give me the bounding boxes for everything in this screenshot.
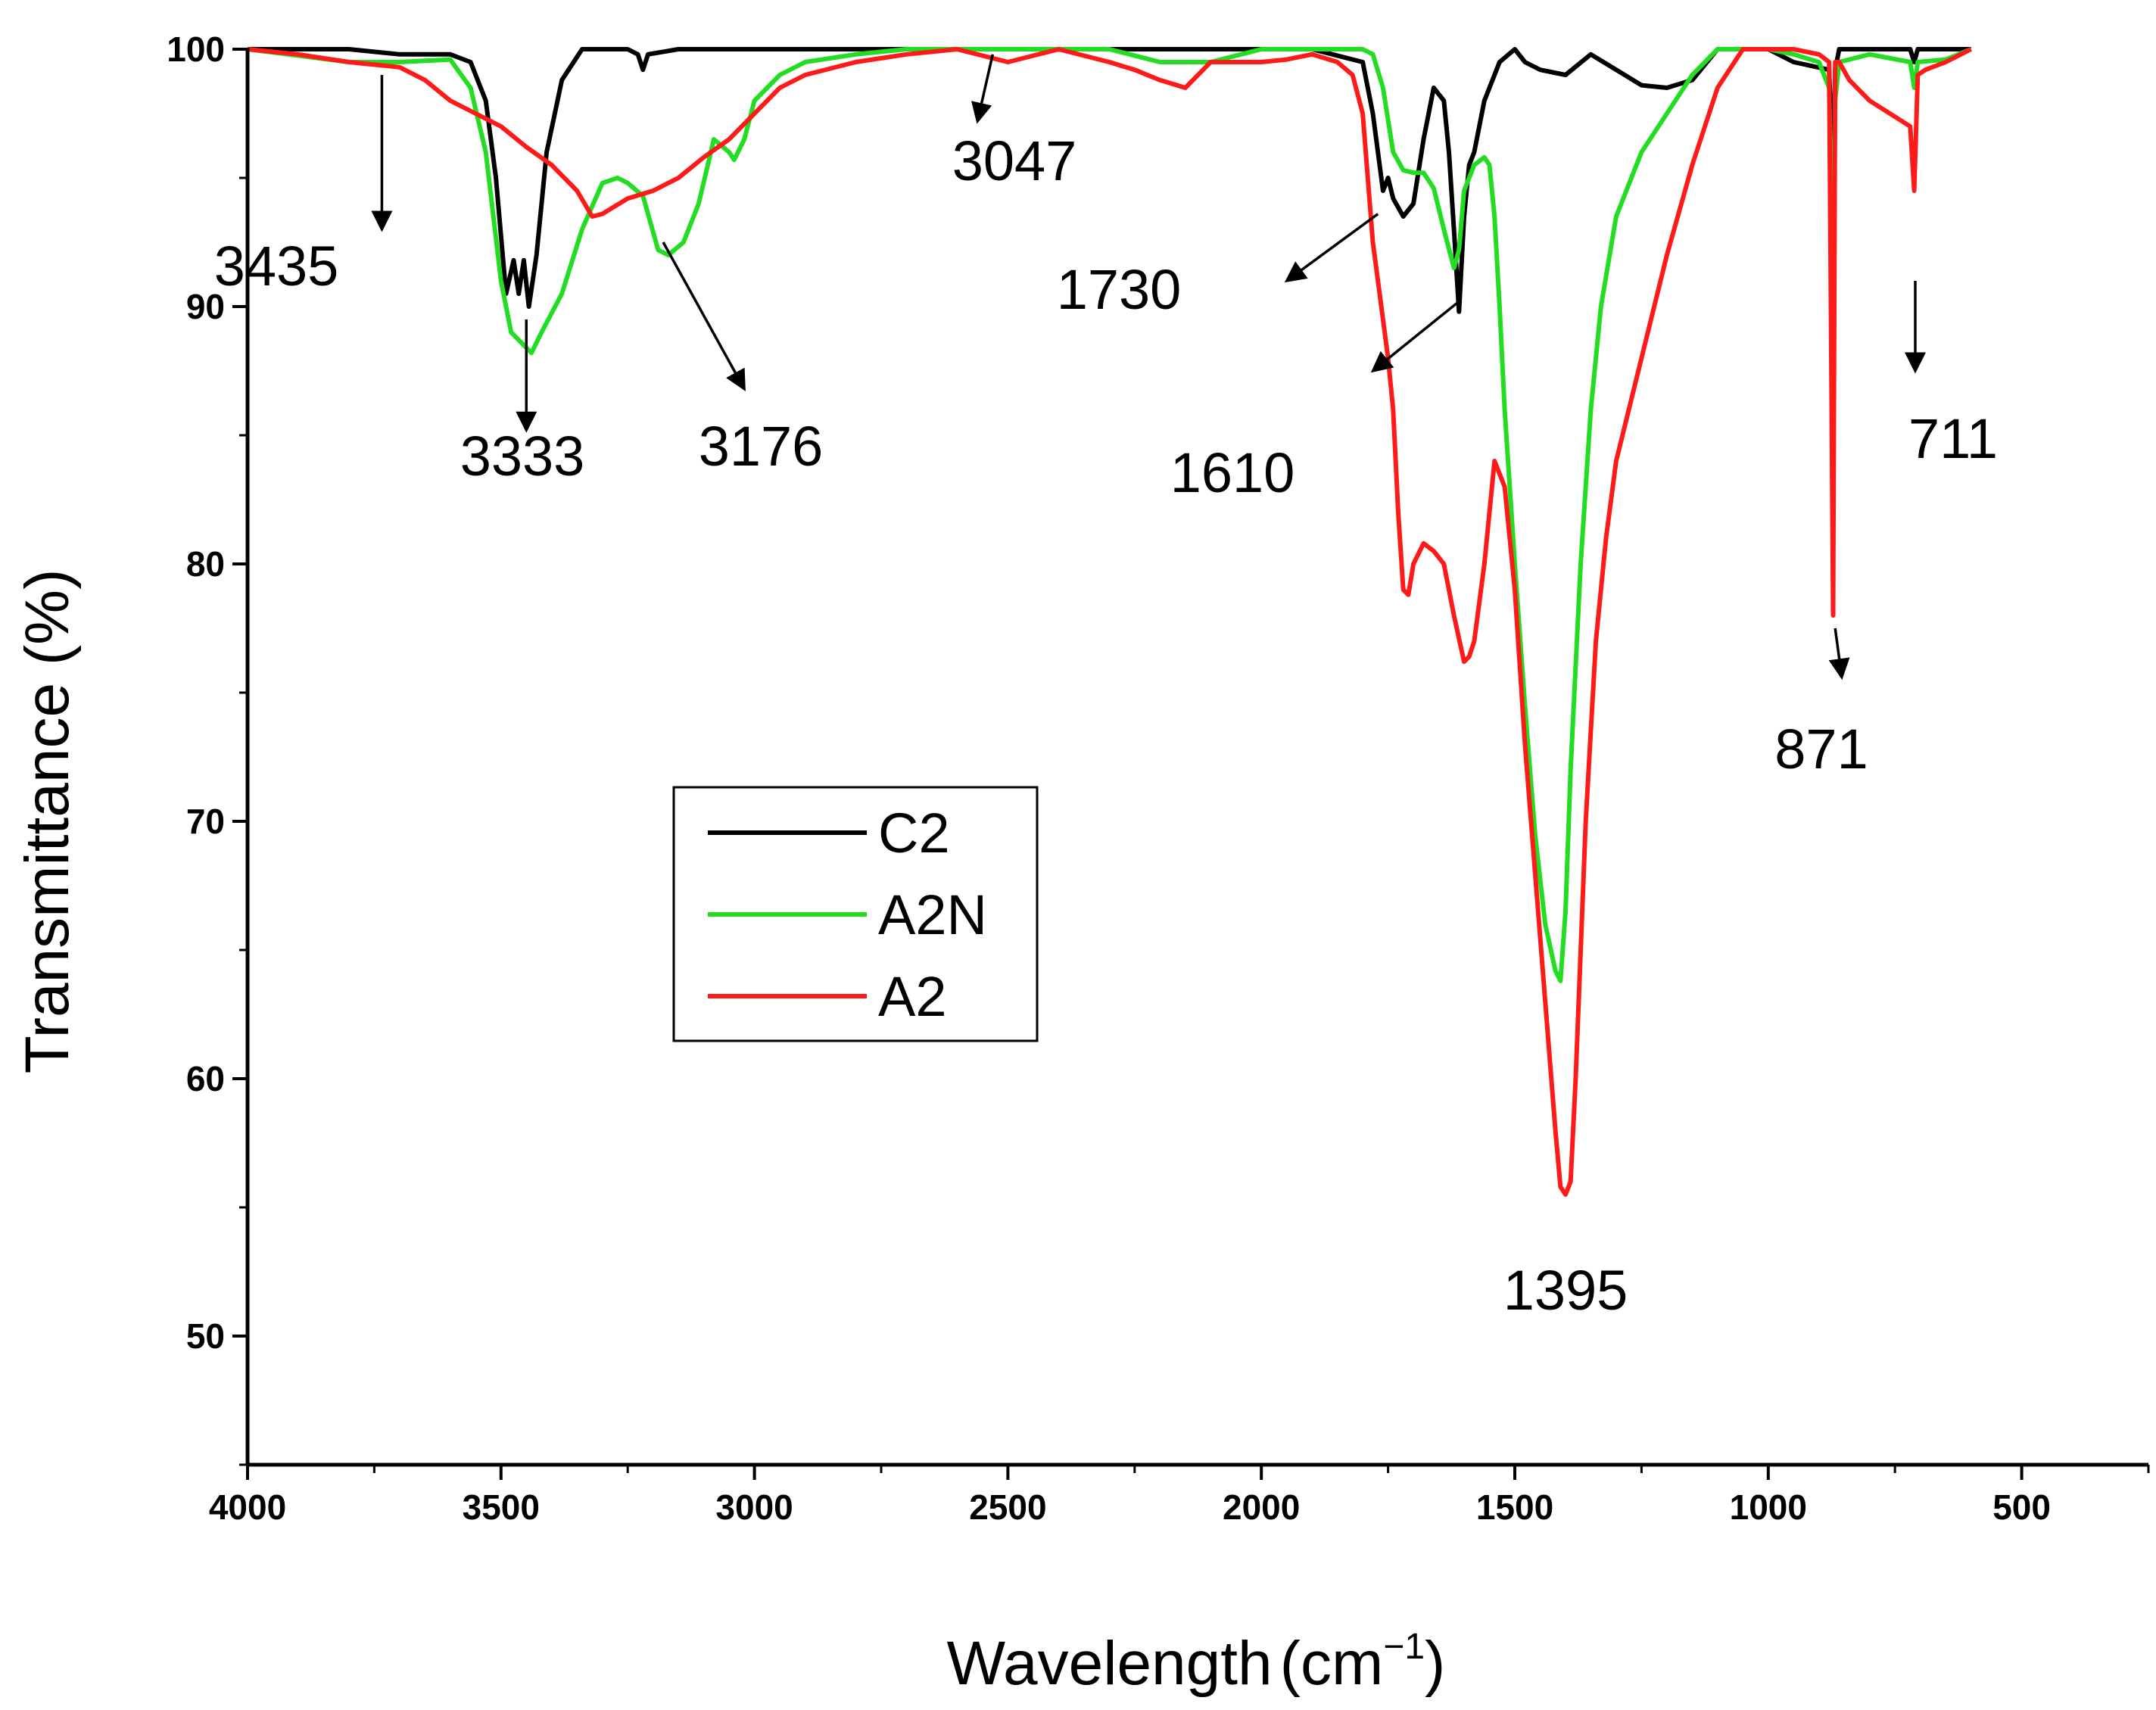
x-tick-label: 2500	[969, 1487, 1046, 1527]
annotation-arrow	[971, 54, 995, 124]
peak-label-3333: 3333	[460, 425, 585, 487]
x-axis-unit-exponent: −1	[1383, 1627, 1425, 1667]
y-tick-label: 60	[186, 1059, 225, 1098]
peak-label-3047: 3047	[952, 129, 1077, 192]
annotation-arrow	[1370, 300, 1460, 373]
legend: C2 A2N A2	[672, 786, 1039, 1042]
x-tick-label: 1500	[1476, 1487, 1553, 1527]
series-line-a2n	[247, 47, 1972, 983]
legend-label: A2N	[878, 883, 987, 946]
series-lines	[247, 47, 1972, 1197]
series-line-a2	[247, 47, 1972, 1197]
peak-label-1730: 1730	[1057, 258, 1182, 321]
legend-label: C2	[878, 802, 950, 864]
y-axis-title: Transmittance (%)	[13, 569, 82, 1074]
y-tick-label: 90	[186, 287, 225, 326]
peak-label-1395: 1395	[1503, 1259, 1628, 1322]
legend-label: A2	[878, 965, 947, 1028]
x-tick-label: 3000	[715, 1487, 793, 1527]
annotation-arrow	[1284, 213, 1379, 283]
peak-label-1610: 1610	[1170, 441, 1295, 504]
peak-label-711: 711	[1908, 407, 1998, 470]
peak-label-871: 871	[1774, 718, 1868, 780]
y-tick-label: 50	[186, 1316, 225, 1356]
x-axis-unit: cm	[1301, 1629, 1383, 1698]
y-tick-label: 80	[186, 544, 225, 584]
x-tick-label: 2000	[1223, 1487, 1300, 1527]
x-tick-label: 3500	[463, 1487, 540, 1527]
x-tick-label: 4000	[209, 1487, 286, 1527]
x-tick-label: 1000	[1730, 1487, 1807, 1527]
x-axis-title-word: Wavelength	[947, 1629, 1273, 1698]
x-axis-title: Wavelength (cm−1)	[947, 1627, 1446, 1698]
peak-annotations: 3435 3333 3176 3047 1730 1610 1395 871 711	[214, 54, 1998, 1322]
annotation-arrow	[1828, 628, 1850, 681]
annotation-arrow	[662, 241, 746, 391]
x-tick-label: 500	[1992, 1487, 2051, 1527]
peak-label-3435: 3435	[214, 235, 339, 297]
y-tick-label: 70	[186, 802, 225, 841]
axes: 50 60 70 80 90 100 4000 3500 3000 2500 2000 1500 100…	[167, 30, 2150, 1527]
peak-label-3176: 3176	[699, 415, 824, 478]
y-tick-label: 100	[167, 30, 225, 69]
